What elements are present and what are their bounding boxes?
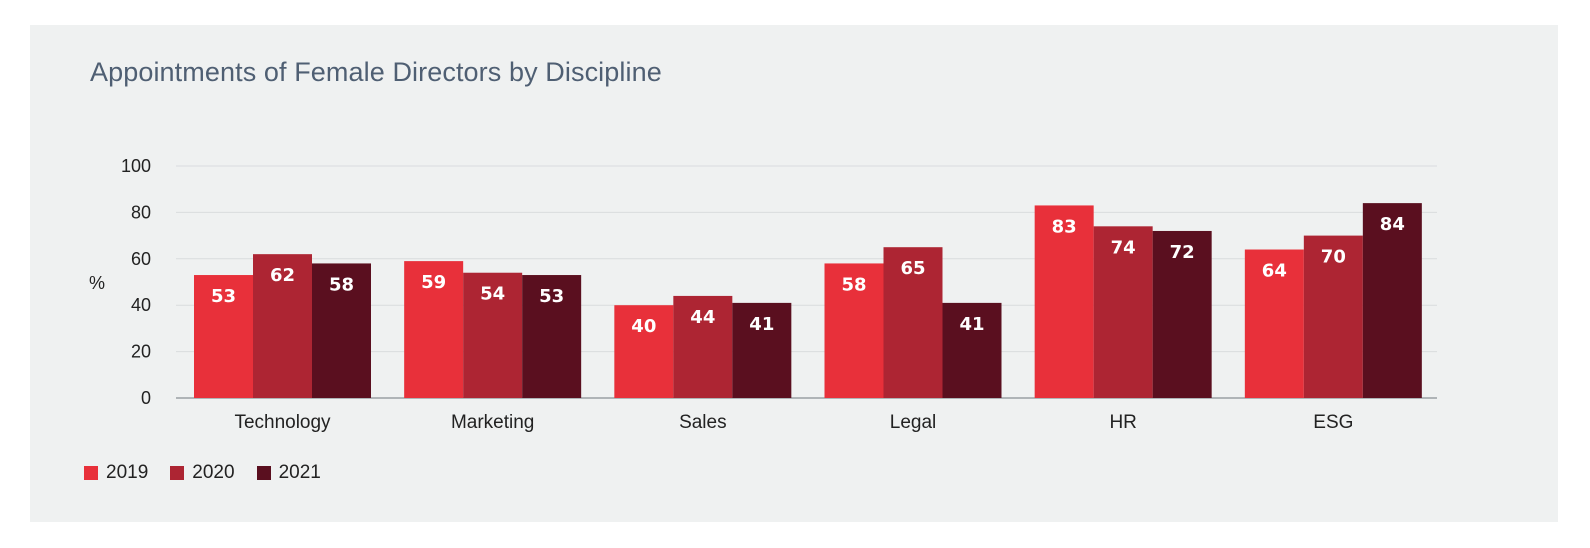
bar-legal-2019 [824, 263, 884, 398]
bar-technology-2020 [253, 254, 312, 398]
x-category-label: HR [1109, 412, 1136, 433]
bar-legal-2020 [883, 247, 943, 398]
legend: 2019 2020 2021 [84, 462, 321, 484]
y-tick-label: 0 [141, 388, 151, 408]
bar-legal-2021 [942, 302, 1002, 398]
legend-label: 2020 [192, 462, 235, 483]
bar-hr-2021 [1152, 230, 1212, 398]
data-label: 70 [1321, 247, 1346, 268]
data-label: 40 [631, 316, 656, 337]
y-axis-ticks: 0 20 40 60 80 100 [121, 156, 151, 408]
data-label: 41 [959, 314, 984, 335]
y-tick-label: 40 [131, 295, 151, 315]
legend-item-2019: 2019 [84, 462, 148, 484]
legend-swatch [84, 466, 98, 480]
y-tick-label: 60 [131, 249, 151, 269]
legend-swatch [170, 466, 185, 480]
bar-marketing-2021 [522, 275, 582, 398]
bar-sales-2019 [614, 305, 674, 398]
bar-marketing-2019 [404, 261, 464, 398]
y-axis-label: % [89, 273, 105, 293]
data-label: 59 [421, 272, 446, 293]
data-label: 41 [749, 314, 774, 335]
data-label: 53 [539, 286, 564, 307]
bar-sales-2021 [732, 302, 792, 398]
bar-esg-2019 [1244, 249, 1304, 398]
bar-hr-2020 [1093, 226, 1153, 398]
bar-sales-2020 [673, 295, 733, 398]
y-tick-label: 80 [131, 202, 151, 222]
data-label: 62 [270, 265, 295, 286]
data-label: 74 [1111, 237, 1136, 258]
data-label: 53 [211, 286, 236, 307]
bars [194, 203, 1422, 398]
bar-esg-2021 [1362, 203, 1422, 398]
data-label: 65 [900, 258, 925, 279]
gridlines [176, 165, 1437, 399]
legend-item-2021: 2021 [256, 462, 321, 484]
data-label: 44 [690, 307, 715, 328]
y-tick-label: 100 [121, 156, 151, 176]
x-axis-categories: Technology Marketing Sales Legal HR ESG [234, 412, 1353, 433]
data-label: 58 [841, 274, 866, 295]
x-category-label: Sales [679, 412, 727, 433]
data-label: 64 [1262, 261, 1287, 282]
bar-esg-2020 [1303, 235, 1363, 398]
x-category-label: ESG [1313, 412, 1353, 433]
bar-technology-2021 [312, 263, 371, 398]
legend-item-2020: 2020 [170, 462, 235, 484]
x-category-label: Legal [890, 412, 937, 433]
data-label: 58 [329, 274, 354, 295]
data-label: 54 [480, 284, 505, 305]
data-label: 84 [1380, 214, 1405, 235]
x-category-label: Marketing [451, 412, 534, 433]
bar-technology-2019 [194, 275, 253, 398]
legend-label: 2019 [106, 462, 149, 483]
legend-swatch [256, 466, 271, 480]
legend-label: 2021 [278, 462, 321, 483]
bar-hr-2019 [1034, 205, 1094, 398]
data-labels: 53 62 58 59 54 53 40 44 41 58 65 41 83 74 72 64 70 84 [211, 214, 1405, 337]
chart-title: Appointments of Female Directors by Disc… [90, 57, 662, 87]
bar-marketing-2020 [463, 272, 523, 398]
data-label: 83 [1052, 216, 1077, 237]
data-label: 72 [1170, 242, 1195, 263]
x-category-label: Technology [234, 412, 331, 433]
y-tick-label: 20 [131, 342, 151, 362]
